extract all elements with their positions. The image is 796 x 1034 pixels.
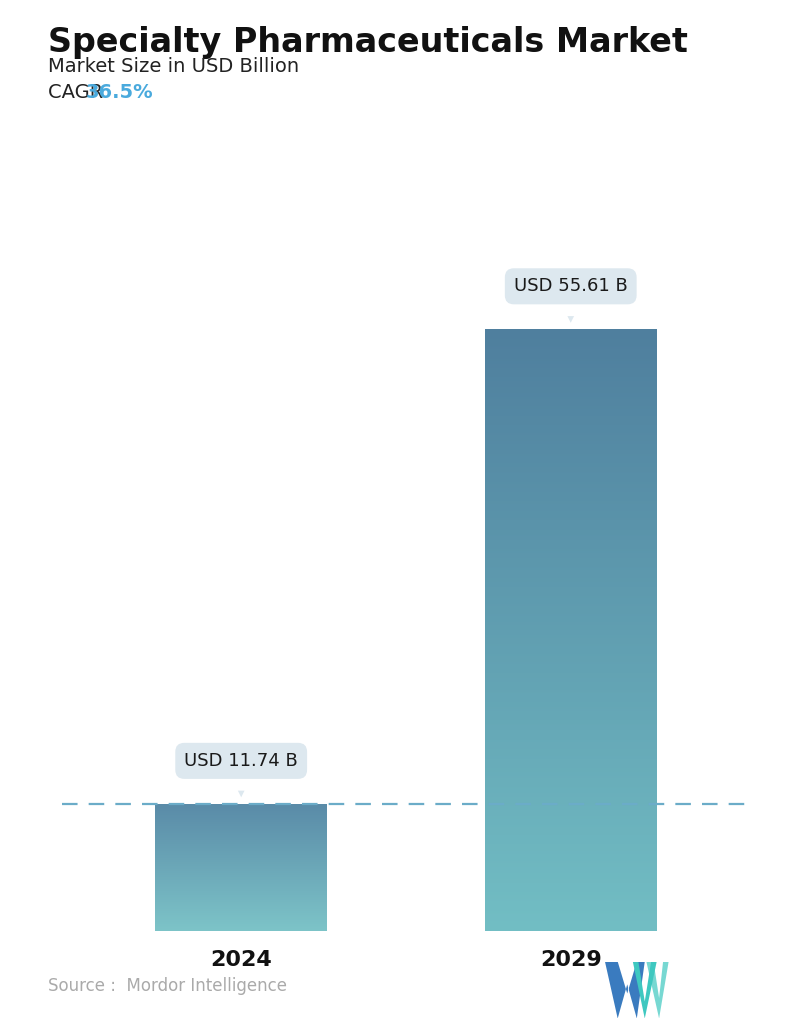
Text: CAGR: CAGR <box>48 83 109 101</box>
Text: USD 55.61 B: USD 55.61 B <box>514 277 627 323</box>
Polygon shape <box>633 962 657 1018</box>
Text: Market Size in USD Billion: Market Size in USD Billion <box>48 57 298 75</box>
Polygon shape <box>646 962 669 1018</box>
Text: Source :  Mordor Intelligence: Source : Mordor Intelligence <box>48 977 287 995</box>
Polygon shape <box>605 962 645 1018</box>
Text: USD 11.74 B: USD 11.74 B <box>185 752 298 797</box>
Text: Specialty Pharmaceuticals Market: Specialty Pharmaceuticals Market <box>48 26 688 59</box>
Text: 36.5%: 36.5% <box>86 83 154 101</box>
